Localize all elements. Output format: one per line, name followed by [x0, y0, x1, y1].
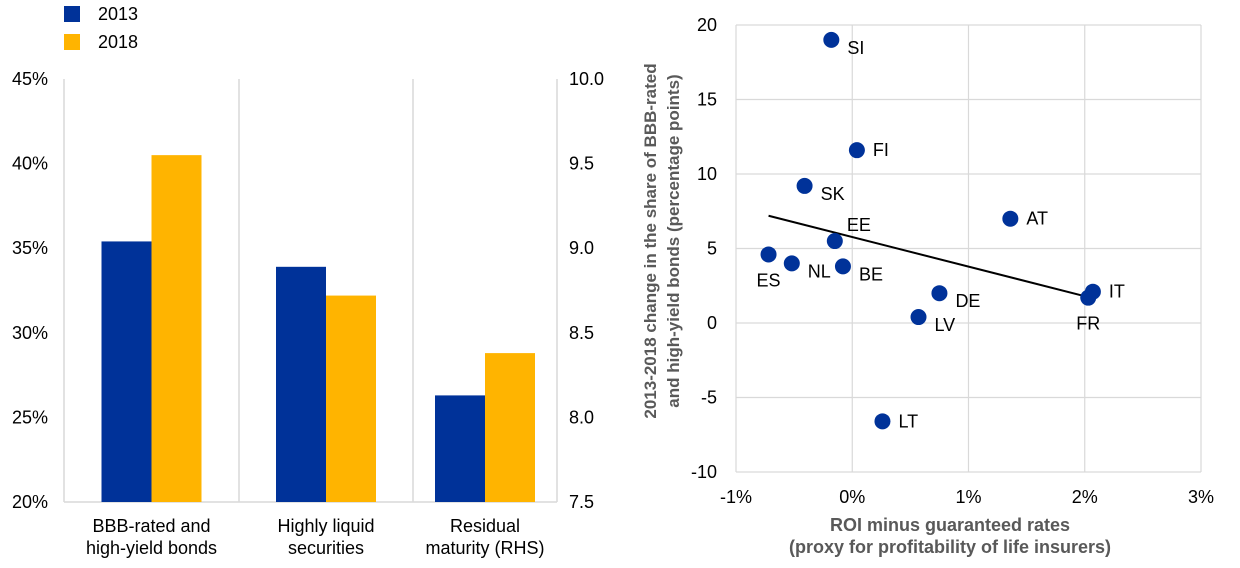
left-y-tick-label: 20%: [12, 492, 48, 512]
y-tick-label: 5: [707, 239, 717, 259]
scatter-chart: -10 -5 0 5 10 15 20 -1% 0% 1% 2% 3% SI FI SK AT EE ES NL BE…: [691, 15, 1214, 507]
bar-2013: [435, 395, 485, 502]
point-label-lt: LT: [898, 411, 918, 431]
left-y-tick-label: 25%: [12, 407, 48, 427]
point-label-ee: EE: [847, 215, 871, 235]
legend-item-2018: 2018: [64, 32, 138, 52]
data-point-fr: [1080, 289, 1097, 306]
data-point-lv: [910, 309, 927, 326]
x-tick-label: -1%: [720, 487, 752, 507]
x-tick-label: 3%: [1188, 487, 1214, 507]
bar-chart: 20% 25% 30% 35% 40% 45% 7.5 8.0 8.5 9.0 9.5 10.0 BBB…: [12, 69, 604, 558]
point-label-de: DE: [955, 291, 980, 311]
category-label: Highly liquid securities: [277, 516, 374, 558]
x-tick-label: 1%: [955, 487, 981, 507]
category-label-line: maturity (RHS): [425, 538, 544, 558]
data-point-si: [823, 31, 840, 48]
y-tick-label: -5: [701, 388, 717, 408]
right-y-tick-label: 7.5: [569, 492, 594, 512]
legend-label-2018: 2018: [98, 31, 139, 52]
bar-2013: [276, 266, 326, 502]
x-tick-label: 2%: [1072, 487, 1098, 507]
bar-2018: [326, 295, 376, 502]
data-point-be: [834, 258, 851, 275]
left-y-tick-label: 40%: [12, 154, 48, 174]
data-point-de: [931, 285, 948, 302]
right-y-tick-label: 10.0: [569, 69, 604, 89]
point-label-si: SI: [847, 38, 864, 58]
category-label-line: high-yield bonds: [86, 538, 217, 558]
right-y-tick-label: 9.5: [569, 154, 594, 174]
left-y-tick-label: 30%: [12, 323, 48, 343]
data-point-fi: [848, 142, 865, 159]
y-tick-label: 15: [697, 90, 717, 110]
data-point-nl: [783, 255, 800, 272]
y-tick-label: 20: [697, 15, 717, 35]
bar-2013: [101, 241, 152, 502]
point-label-nl: NL: [808, 261, 831, 281]
legend-label-2013: 2013: [98, 3, 139, 24]
y-tick-label: -10: [691, 462, 717, 482]
data-point-lt: [874, 413, 891, 430]
point-label-sk: SK: [821, 184, 845, 204]
bar-2018: [151, 155, 202, 502]
trend-line: [768, 214, 1091, 299]
scatter-x-axis-label: ROI minus guaranteed rates (proxy for pr…: [788, 515, 1112, 557]
x-tick-label: 0%: [839, 487, 865, 507]
y-tick-label: 0: [707, 313, 717, 333]
category-label: Residual maturity (RHS): [425, 516, 544, 558]
data-point-at: [1002, 210, 1019, 227]
category-label-line: securities: [288, 538, 364, 558]
category-label-line: Highly liquid: [277, 516, 374, 536]
legend-swatch-2013: [64, 6, 80, 22]
bar-2018: [485, 353, 535, 502]
y-tick-label: 10: [697, 164, 717, 184]
left-y-tick-label: 35%: [12, 238, 48, 258]
point-label-at: AT: [1026, 209, 1048, 229]
right-y-tick-label: 8.5: [569, 323, 594, 343]
legend-item-2013: 2013: [64, 4, 138, 24]
data-point-es: [760, 246, 777, 263]
left-y-tick-label: 45%: [12, 69, 48, 89]
right-y-tick-label: 8.0: [569, 407, 594, 427]
right-y-tick-label: 9.0: [569, 238, 594, 258]
point-label-be: BE: [859, 264, 883, 284]
category-label: BBB-rated and high-yield bonds: [86, 516, 217, 558]
legend-swatch-2018: [64, 34, 80, 50]
point-label-es: ES: [757, 270, 781, 290]
point-label-lv: LV: [935, 315, 956, 335]
point-label-fi: FI: [873, 140, 889, 160]
data-point-ee: [826, 233, 843, 250]
point-label-it: IT: [1109, 282, 1125, 302]
category-label-line: BBB-rated and: [92, 516, 210, 536]
category-label-line: Residual: [450, 516, 520, 536]
data-point-sk: [796, 177, 813, 194]
point-label-fr: FR: [1076, 314, 1100, 334]
scatter-y-axis-label: 2013-2018 change in the share of BBB-rat…: [641, 63, 683, 419]
